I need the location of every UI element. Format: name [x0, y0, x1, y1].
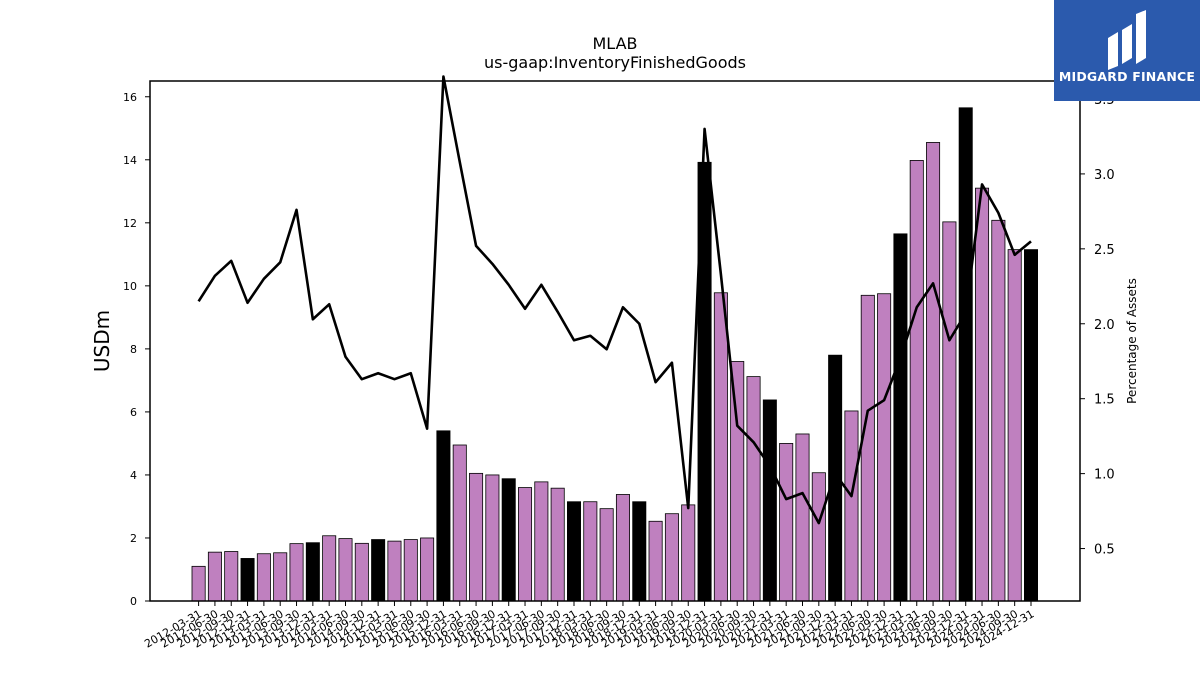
bar: [795, 433, 810, 602]
bar: [518, 487, 533, 602]
bar: [1024, 249, 1039, 602]
series-line: [197, 75, 1032, 525]
y-tick-label: 10: [123, 280, 137, 293]
y-tick-label: 12: [123, 217, 137, 230]
bar: [583, 501, 598, 602]
axes: 02468101214160.51.01.52.02.53.03.52012-0…: [123, 80, 1115, 651]
bar: [713, 292, 728, 602]
watermark-text: MIDGARD FINANCE: [1058, 69, 1196, 84]
bar: [387, 540, 402, 602]
bar: [942, 221, 957, 602]
bar: [860, 294, 875, 602]
bar: [1007, 249, 1022, 602]
bar: [909, 160, 924, 602]
plot-frame: [149, 80, 1081, 602]
watermark-logo: MIDGARD FINANCE: [1054, 0, 1200, 101]
bar: [975, 187, 990, 602]
bar: [958, 107, 973, 602]
y-axis-label: USDm: [90, 310, 114, 372]
bar: [338, 538, 353, 602]
bar: [811, 472, 826, 602]
logo-icon: [1108, 10, 1146, 70]
bar: [420, 537, 435, 602]
chart-subtitle: us-gaap:InventoryFinishedGoods: [484, 53, 746, 72]
y-tick-label: 8: [130, 343, 137, 356]
bar: [354, 542, 369, 602]
y-tick-label: 16: [123, 91, 137, 104]
bar: [567, 501, 582, 602]
y-tick-label: 4: [130, 469, 137, 482]
bar: [648, 520, 663, 602]
bar: [632, 501, 647, 602]
bar: [273, 552, 288, 602]
bar: [485, 474, 500, 602]
y-tick-label: 2: [130, 532, 137, 545]
y2-tick-label: 2.5: [1094, 243, 1115, 258]
bar: [762, 399, 777, 602]
y2-tick-label: 2.0: [1094, 318, 1115, 333]
bar: [207, 551, 222, 602]
bar: [191, 565, 206, 602]
bar: [664, 513, 679, 602]
bar: [371, 539, 386, 602]
y-tick-label: 6: [130, 406, 137, 419]
bar: [681, 504, 696, 602]
bar: [893, 233, 908, 602]
bar-series: [191, 107, 1039, 602]
bar: [256, 553, 271, 602]
bar: [469, 472, 484, 602]
y2-tick-label: 0.5: [1094, 543, 1115, 558]
bar: [615, 494, 630, 602]
y2-axis-label: Percentage of Assets: [1125, 278, 1139, 404]
bar: [452, 444, 467, 602]
y-tick-label: 14: [123, 154, 137, 167]
bar: [550, 487, 565, 602]
y-tick-label: 0: [130, 595, 137, 608]
y2-tick-label: 1.5: [1094, 393, 1115, 408]
bar: [844, 410, 859, 602]
bar: [730, 361, 745, 602]
bar: [305, 542, 320, 602]
bar: [534, 481, 549, 602]
chart-title: MLAB: [592, 34, 637, 53]
y2-tick-label: 3.0: [1094, 168, 1115, 183]
bar: [501, 478, 516, 602]
bar: [746, 376, 761, 602]
line-series: [197, 75, 1032, 525]
bar: [322, 535, 337, 602]
bar: [240, 558, 255, 602]
bar: [224, 551, 239, 602]
bar: [403, 539, 418, 602]
bar: [926, 142, 941, 602]
bar: [991, 219, 1006, 602]
bar: [289, 543, 304, 602]
bar: [436, 430, 451, 602]
bar: [877, 293, 892, 602]
bar: [779, 443, 794, 602]
y2-tick-label: 1.0: [1094, 468, 1115, 483]
bar: [599, 508, 614, 602]
